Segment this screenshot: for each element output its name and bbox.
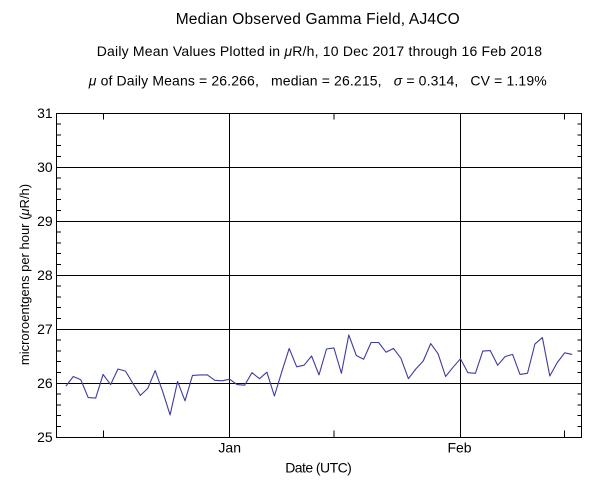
- svg-text:Date (UTC): Date (UTC): [285, 460, 351, 476]
- svg-text:microroentgens per hour (μR/h): microroentgens per hour (μR/h): [17, 184, 32, 365]
- svg-text:28: 28: [37, 267, 53, 283]
- svg-text:Median Observed Gamma Field, A: Median Observed Gamma Field, AJ4CO: [176, 11, 460, 28]
- svg-text:Daily Mean Values Plotted in μ: Daily Mean Values Plotted in μR/h, 10 De…: [97, 43, 543, 59]
- svg-text:31: 31: [37, 105, 53, 121]
- svg-text:25: 25: [37, 429, 53, 445]
- svg-text:30: 30: [37, 159, 53, 175]
- svg-text:Feb: Feb: [447, 440, 471, 456]
- svg-text:μ of Daily Means = 26.266, m: μ of Daily Means = 26.266, median = 26.2…: [88, 73, 547, 89]
- svg-text:27: 27: [37, 321, 53, 337]
- svg-text:29: 29: [37, 213, 53, 229]
- svg-text:Jan: Jan: [218, 440, 241, 456]
- svg-text:26: 26: [37, 375, 53, 391]
